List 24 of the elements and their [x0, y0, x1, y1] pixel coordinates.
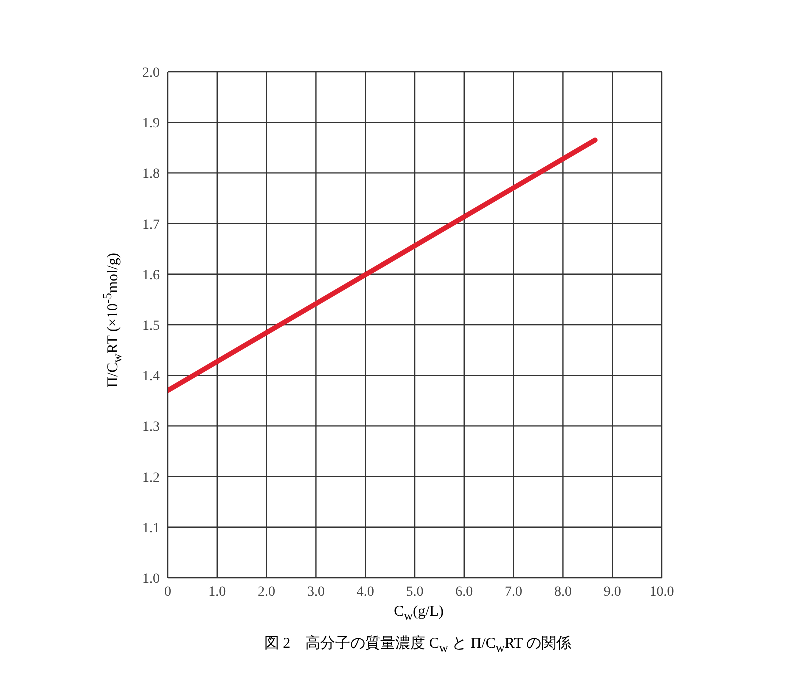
y-tick-label: 1.5 — [142, 318, 160, 334]
y-tick-label: 1.2 — [142, 470, 160, 486]
y-tick-label: 1.8 — [142, 167, 160, 182]
x-tick-label: 2.0 — [258, 584, 276, 600]
y-tick-label: 1.3 — [142, 420, 160, 436]
x-tick-label: 10.0 — [650, 584, 674, 600]
x-tick-label: 3.0 — [307, 584, 325, 600]
y-tick-label: 1.9 — [142, 116, 160, 132]
y-tick-label: 1.0 — [142, 572, 160, 587]
y-tick-label: 1.1 — [142, 521, 160, 536]
y-tick-label: 1.7 — [142, 218, 160, 233]
y-tick-label: 1.6 — [142, 268, 160, 284]
y-tick-label: 2.0 — [142, 66, 160, 81]
caption: 図 2 高分子の質量濃度 C$_{w}$ と Π/C$_{w}$RT の関係 — [263, 634, 573, 656]
y-tick-label: 1.4 — [142, 370, 160, 385]
x-tick-label: 4.0 — [356, 584, 374, 600]
x-tick-label: 1.0 — [208, 584, 226, 600]
x-tick-label: 8.0 — [554, 584, 572, 600]
x-tick-label: 9.0 — [604, 584, 622, 600]
x-tick-label: 7.0 — [505, 584, 523, 600]
x-tick-label: 6.0 — [456, 584, 474, 600]
x-tick-label: 0 — [164, 584, 172, 600]
x-axis-title: C$_{w}$(g/L) — [393, 604, 445, 624]
x-tick-label: 5.0 — [406, 584, 424, 600]
